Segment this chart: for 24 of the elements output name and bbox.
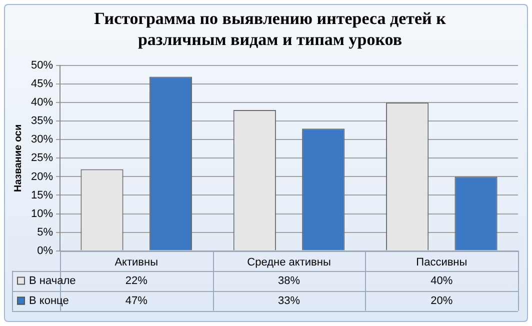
data-label: 38%: [278, 274, 300, 287]
y-axis-title: Название оси: [12, 124, 24, 192]
x-tick-label: Средне активны: [247, 256, 331, 268]
data-label: 20%: [430, 294, 453, 307]
y-tick-label: 5%: [37, 226, 54, 238]
y-tick-label: 10%: [30, 208, 54, 220]
y-tick-label: 15%: [30, 189, 54, 202]
chart-title: Гистограмма по выявлению интереса детей к различным видам и типам уроков: [93, 8, 447, 50]
x-tick-label: Пассивны: [416, 256, 468, 268]
data-label: 40%: [430, 274, 453, 287]
y-tick-label: 20%: [30, 170, 54, 183]
x-tick-label: Активны: [114, 256, 158, 268]
y-tick-label: 30%: [30, 134, 54, 146]
y-tick-label: 40%: [30, 96, 54, 109]
data-label: 22%: [125, 274, 148, 287]
y-tick-label: 50%: [30, 60, 54, 72]
y-tick-label: 0%: [37, 244, 54, 257]
legend-label: В конце: [29, 294, 69, 307]
y-tick-label: 35%: [30, 115, 54, 128]
y-tick-label: 25%: [30, 152, 54, 164]
data-label: 47%: [125, 294, 148, 307]
data-label: 33%: [278, 294, 300, 307]
legend-label: В начале: [29, 274, 76, 287]
y-tick-label: 45%: [30, 78, 54, 90]
